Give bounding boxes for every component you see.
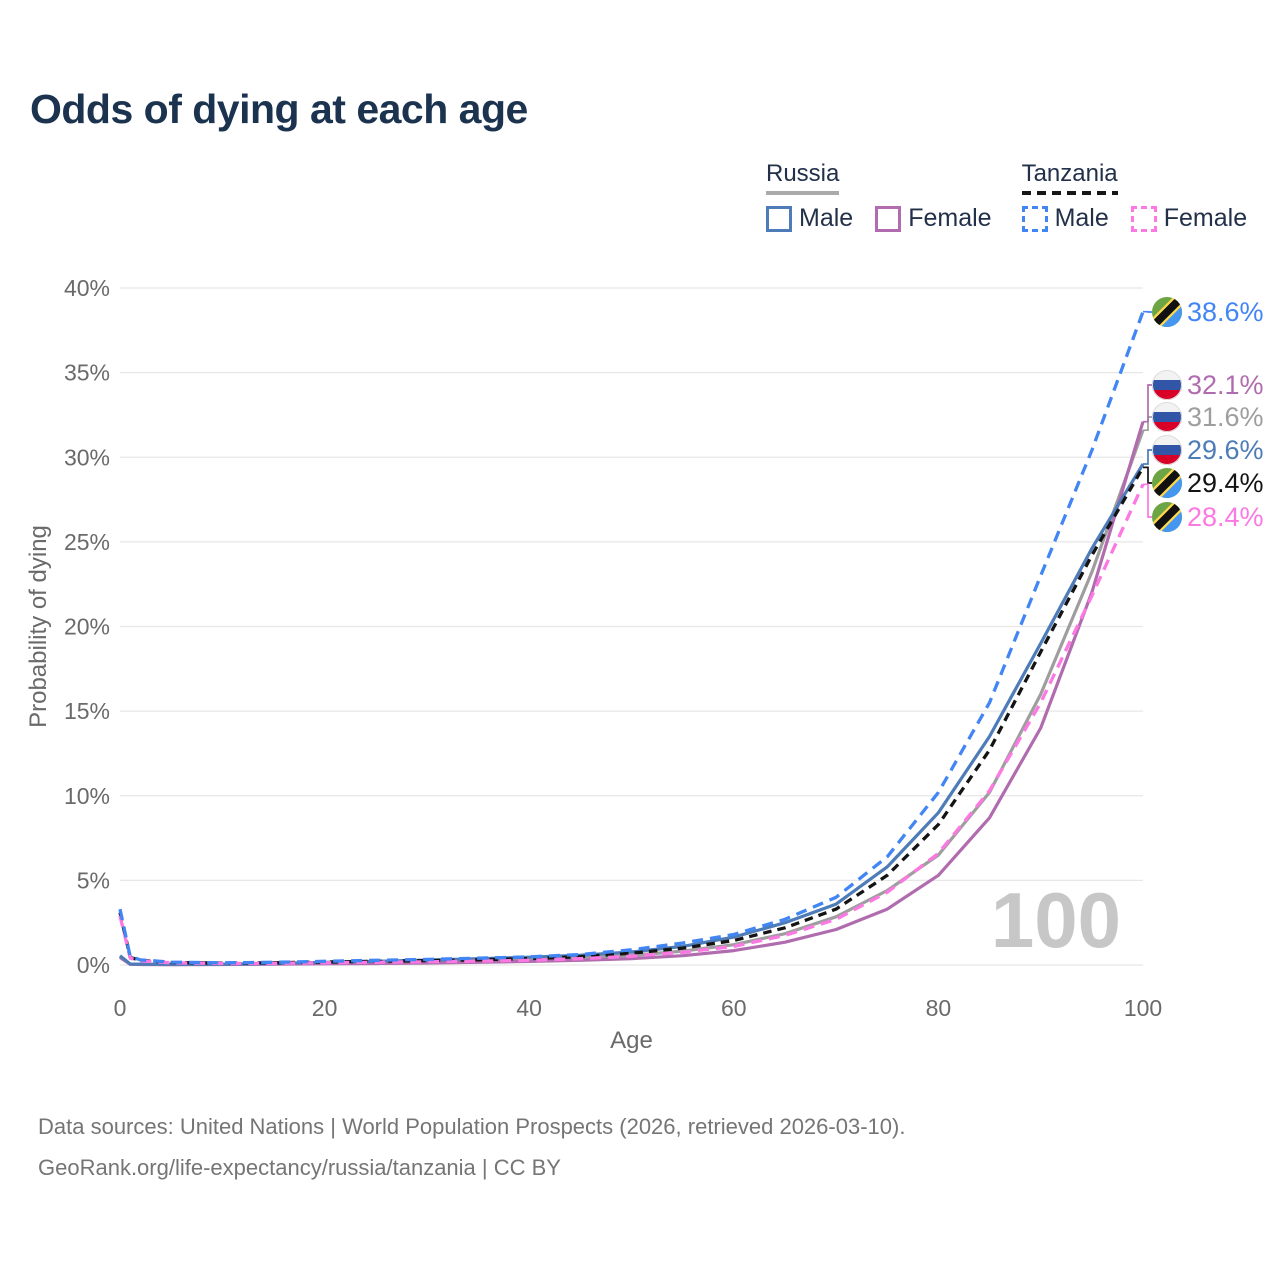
legend-tanzania-line-style — [1021, 191, 1118, 195]
legend-group-russia: Russia Male Female — [766, 160, 992, 233]
end-value-label-russia-male: 29.6% — [1187, 435, 1264, 465]
x-tick-label: 80 — [926, 995, 952, 1021]
legend-russia-line-style — [766, 191, 840, 195]
legend-group-tanzania: Tanzania Male Female — [1021, 160, 1248, 233]
dashed-checkbox-icon[interactable] — [1021, 205, 1048, 232]
legend-country-tanzania: Tanzania — [1021, 160, 1118, 195]
data-sources-text: Data sources: United Nations | World Pop… — [38, 1114, 906, 1139]
x-tick-label: 20 — [312, 995, 338, 1021]
legend-item-tanzania-female[interactable]: Female — [1130, 204, 1248, 233]
legend: Russia Male Female Tanzania Male Female — [766, 160, 1247, 233]
x-tick-label: 60 — [721, 995, 747, 1021]
age-counter-watermark: 100 — [991, 876, 1121, 964]
x-axis-title: Age — [610, 1027, 653, 1054]
y-tick-label: 40% — [64, 275, 110, 301]
tanzania-flag-icon — [1152, 297, 1182, 327]
legend-item-label: Female — [908, 204, 992, 232]
y-tick-label: 35% — [64, 360, 110, 386]
y-tick-label: 15% — [64, 698, 110, 724]
solid-checkbox-icon[interactable] — [875, 205, 902, 232]
legend-item-tanzania-male[interactable]: Male — [1021, 204, 1109, 233]
russia-flag-icon — [1152, 435, 1182, 465]
y-tick-label: 20% — [64, 614, 110, 640]
y-axis-title: Probability of dying — [25, 525, 52, 728]
label-connector-tanzania-total — [1143, 466, 1152, 484]
series-line-russia-female — [119, 421, 1145, 967]
y-tick-label: 5% — [77, 867, 110, 893]
series-line-tanzania-male — [118, 311, 1145, 965]
legend-item-label: Male — [1054, 204, 1109, 232]
russia-flag-icon — [1152, 370, 1182, 400]
tanzania-flag-icon — [1152, 468, 1182, 498]
series-line-tanzania-female — [118, 483, 1145, 966]
label-connector-russia-total — [1143, 416, 1152, 432]
page-title: Odds of dying at each age — [30, 86, 528, 132]
end-value-label-tanzania-male: 38.6% — [1187, 297, 1264, 327]
dashed-checkbox-icon[interactable] — [1130, 205, 1157, 232]
label-connector-russia-female — [1143, 384, 1152, 423]
series-line-russia-total — [119, 429, 1145, 967]
y-tick-label: 30% — [64, 444, 110, 470]
legend-item-label: Female — [1163, 204, 1248, 232]
end-value-label-tanzania-total: 29.4% — [1187, 468, 1264, 498]
tanzania-flag-icon — [1152, 502, 1182, 532]
label-connector-russia-male — [1143, 449, 1152, 465]
label-connector-tanzania-female — [1143, 483, 1152, 518]
legend-item-label: Male — [799, 204, 854, 232]
legend-country-russia: Russia — [766, 160, 840, 195]
y-tick-label: 10% — [64, 783, 110, 809]
y-tick-label: 25% — [64, 529, 110, 555]
footer: Data sources: United Nations | World Pop… — [38, 1106, 905, 1188]
attribution-text: GeoRank.org/life-expectancy/russia/tanza… — [38, 1155, 561, 1180]
legend-item-russia-female[interactable]: Female — [875, 204, 992, 233]
x-tick-label: 100 — [1124, 995, 1162, 1021]
series-line-russia-male — [118, 463, 1145, 966]
russia-flag-icon — [1152, 402, 1182, 432]
end-value-label-russia-female: 32.1% — [1187, 370, 1264, 400]
y-tick-label: 0% — [77, 952, 110, 978]
x-tick-label: 0 — [114, 995, 127, 1021]
end-value-label-russia-total: 31.6% — [1187, 402, 1264, 432]
solid-checkbox-icon[interactable] — [766, 205, 792, 232]
legend-item-russia-male[interactable]: Male — [766, 204, 853, 233]
x-tick-label: 40 — [516, 995, 542, 1021]
end-value-label-tanzania-female: 28.4% — [1187, 502, 1264, 532]
